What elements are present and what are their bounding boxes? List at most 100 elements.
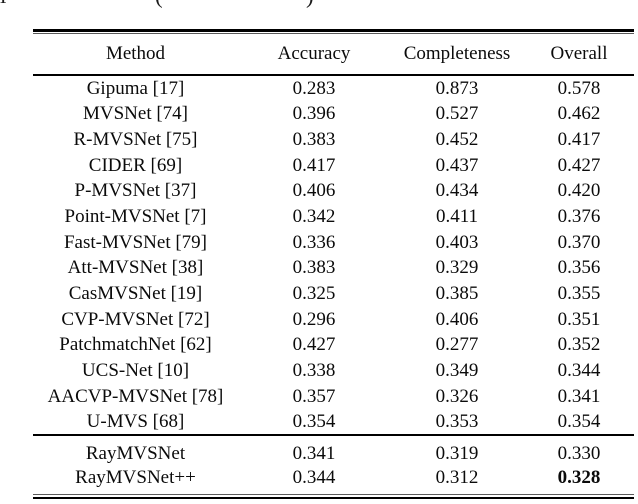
method-cell: PatchmatchNet [62] — [59, 334, 212, 356]
overall-cell: 0.330 — [557, 443, 601, 465]
overall-cell: 0.344 — [557, 359, 601, 381]
table-row: MVSNet [74] 0.396 0.527 0.462 — [33, 101, 634, 127]
table-row: CVP-MVSNet [72] 0.296 0.406 0.351 — [33, 306, 634, 332]
table-body: Gipuma [17] 0.283 0.873 0.578 MVSNet [74] 0.3… — [33, 76, 634, 435]
method-cell: RayMVSNet++ — [75, 467, 196, 489]
overall-cell: 0.427 — [557, 154, 601, 176]
header-rule — [33, 73, 634, 76]
table-footer: RayMVSNet 0.341 0.319 0.330 RayMVSNet++ 0.344… — [33, 436, 634, 494]
overall-cell: 0.578 — [557, 77, 601, 99]
method-cell: MVSNet [74] — [82, 103, 189, 125]
table-row: AACVP-MVSNet [78] 0.357 0.326 0.341 — [33, 383, 634, 409]
method-cell: U-MVS [68] — [86, 411, 185, 433]
overall-cell: 0.354 — [557, 411, 601, 433]
table-row: P-MVSNet [37] 0.406 0.434 0.420 — [33, 178, 634, 204]
caption-fragment-stem: l — [0, 0, 6, 8]
caption-fragment-close-paren: ) — [306, 0, 314, 8]
completeness-cell: 0.326 — [435, 385, 479, 407]
overall-cell: 0.356 — [557, 257, 601, 279]
overall-cell: 0.351 — [557, 308, 601, 330]
overall-cell: 0.376 — [557, 206, 601, 228]
table-row: U-MVS [68] 0.354 0.353 0.354 — [33, 409, 634, 435]
header-overall: Overall — [550, 42, 608, 64]
method-cell: Fast-MVSNet [79] — [63, 231, 208, 253]
method-cell: Gipuma [17] — [86, 77, 185, 99]
method-cell: AACVP-MVSNet [78] — [47, 385, 224, 407]
mid-rule — [33, 434, 634, 436]
method-cell: CVP-MVSNet [72] — [61, 308, 210, 330]
accuracy-cell: 0.357 — [292, 385, 336, 407]
accuracy-cell: 0.338 — [292, 359, 336, 381]
method-cell: R-MVSNet [75] — [73, 129, 198, 151]
completeness-cell: 0.873 — [435, 77, 479, 99]
completeness-cell: 0.403 — [435, 231, 479, 253]
method-cell: CIDER [69] — [88, 154, 183, 176]
method-cell: UCS-Net [10] — [81, 359, 190, 381]
completeness-cell: 0.349 — [435, 359, 479, 381]
completeness-cell: 0.319 — [435, 443, 479, 465]
method-cell: RayMVSNet — [85, 443, 186, 465]
completeness-cell: 0.411 — [435, 206, 479, 228]
header-accuracy: Accuracy — [277, 42, 351, 64]
method-cell: Point-MVSNet [7] — [64, 206, 207, 228]
table-row: Gipuma [17] 0.283 0.873 0.578 — [33, 76, 634, 102]
completeness-cell: 0.527 — [435, 103, 479, 125]
completeness-cell: 0.277 — [435, 334, 479, 356]
overall-cell: 0.462 — [557, 103, 601, 125]
overall-cell: 0.328 — [557, 467, 601, 489]
overall-cell: 0.341 — [557, 385, 601, 407]
table-row: PatchmatchNet [62] 0.427 0.277 0.352 — [33, 332, 634, 358]
completeness-cell: 0.434 — [435, 180, 479, 202]
table-row: RayMVSNet++ 0.344 0.312 0.328 — [33, 466, 634, 490]
caption-fragment-open-paren: ( — [155, 0, 163, 8]
table-row: R-MVSNet [75] 0.383 0.452 0.417 — [33, 127, 634, 153]
overall-cell: 0.417 — [557, 129, 601, 151]
header-completeness: Completeness — [403, 42, 511, 64]
method-cell: P-MVSNet [37] — [74, 180, 197, 202]
completeness-cell: 0.452 — [435, 129, 479, 151]
bottom-rule-thin — [33, 493, 634, 495]
top-rule-gap — [33, 31, 634, 33]
overall-cell: 0.370 — [557, 231, 601, 253]
method-cell: CasMVSNet [19] — [68, 282, 203, 304]
accuracy-cell: 0.406 — [292, 180, 336, 202]
accuracy-cell: 0.296 — [292, 308, 336, 330]
accuracy-cell: 0.383 — [292, 257, 336, 279]
accuracy-cell: 0.354 — [292, 411, 336, 433]
completeness-cell: 0.406 — [435, 308, 479, 330]
table-row: Point-MVSNet [7] 0.342 0.411 0.376 — [33, 204, 634, 230]
accuracy-cell: 0.417 — [292, 154, 336, 176]
accuracy-cell: 0.427 — [292, 334, 336, 356]
bottom-rule-thick — [33, 496, 634, 500]
table-row: Fast-MVSNet [79] 0.336 0.403 0.370 — [33, 229, 634, 255]
bottom-rule-gap — [33, 494, 634, 497]
accuracy-cell: 0.283 — [292, 77, 336, 99]
accuracy-cell: 0.341 — [292, 443, 336, 465]
completeness-cell: 0.385 — [435, 282, 479, 304]
table-row: CIDER [69] 0.417 0.437 0.427 — [33, 152, 634, 178]
accuracy-cell: 0.342 — [292, 206, 336, 228]
top-rule-thick — [33, 29, 634, 32]
accuracy-cell: 0.396 — [292, 103, 336, 125]
completeness-cell: 0.329 — [435, 257, 479, 279]
accuracy-cell: 0.344 — [292, 467, 336, 489]
overall-cell: 0.420 — [557, 180, 601, 202]
completeness-cell: 0.437 — [435, 154, 479, 176]
overall-cell: 0.355 — [557, 282, 601, 304]
table-row: UCS-Net [10] 0.338 0.349 0.344 — [33, 358, 634, 384]
completeness-cell: 0.353 — [435, 411, 479, 433]
method-cell: Att-MVSNet [38] — [67, 257, 204, 279]
table-row: CasMVSNet [19] 0.325 0.385 0.355 — [33, 281, 634, 307]
accuracy-cell: 0.325 — [292, 282, 336, 304]
table-row: Att-MVSNet [38] 0.383 0.329 0.356 — [33, 255, 634, 281]
top-rule-thin — [33, 32, 634, 34]
accuracy-cell: 0.336 — [292, 231, 336, 253]
results-table: Method Accuracy Completeness Overall Gip… — [33, 29, 634, 500]
caption-fragment: l ( ) — [0, 0, 638, 8]
header-method: Method — [105, 42, 166, 64]
table-header-row: Method Accuracy Completeness Overall — [33, 34, 634, 74]
accuracy-cell: 0.383 — [292, 129, 336, 151]
completeness-cell: 0.312 — [435, 467, 479, 489]
overall-cell: 0.352 — [557, 334, 601, 356]
table-row: RayMVSNet 0.341 0.319 0.330 — [33, 442, 634, 466]
